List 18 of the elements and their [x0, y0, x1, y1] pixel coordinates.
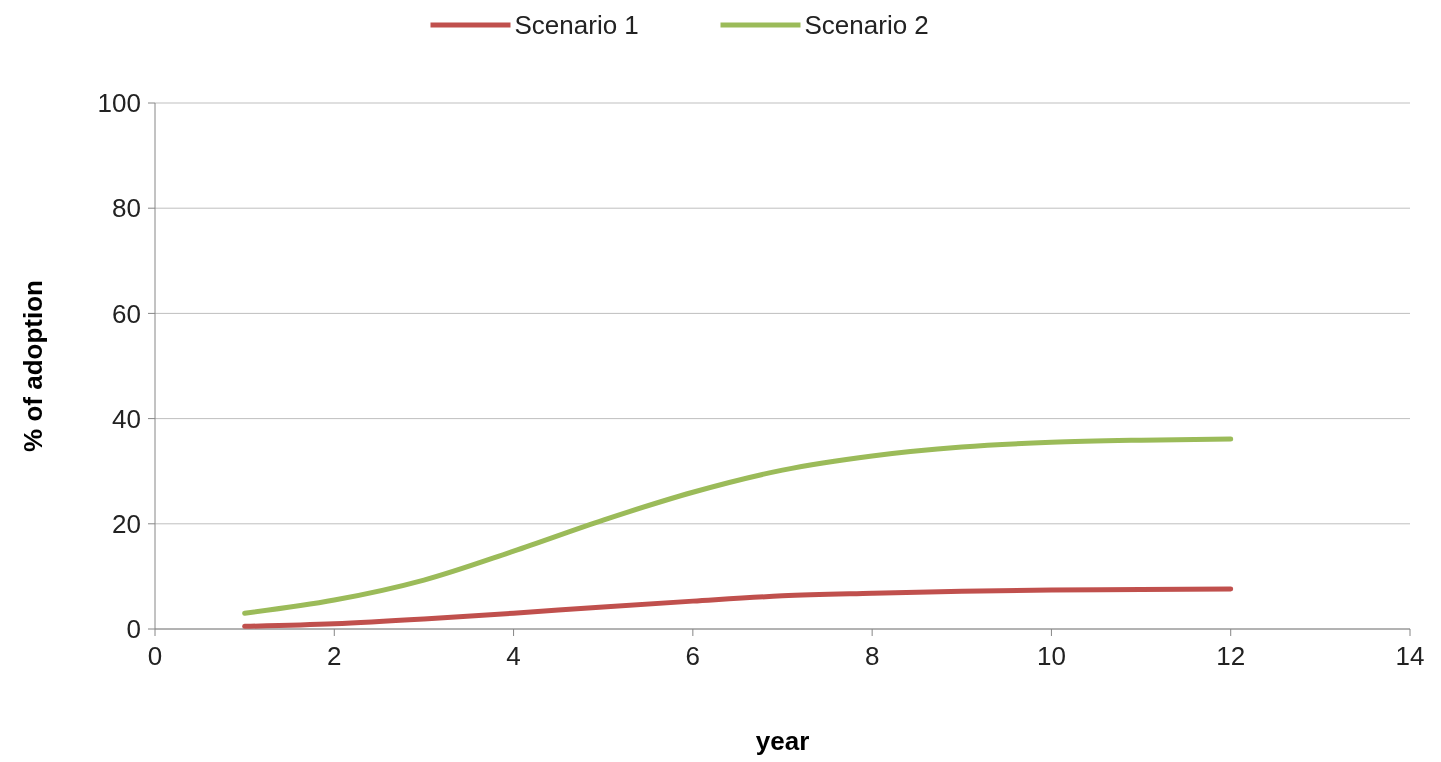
y-tick-label: 20 [112, 508, 141, 539]
y-tick-label: 40 [112, 403, 141, 434]
y-axis-title: % of adoption [18, 280, 48, 452]
y-tick-label: 100 [97, 88, 141, 119]
y-tick-label: 60 [112, 298, 141, 329]
x-tick-label: 0 [147, 641, 163, 671]
x-axis-title: year [755, 726, 810, 756]
legend-label: Scenario 2 [804, 10, 929, 41]
x-tick-label: 6 [685, 641, 701, 671]
x-tick-label: 8 [864, 641, 880, 671]
x-tick-label: 14 [1395, 641, 1425, 671]
y-tick-label: 0 [126, 614, 141, 645]
x-tick-label: 12 [1216, 641, 1246, 671]
y-tick-label: 80 [112, 193, 141, 224]
legend-label: Scenario 1 [514, 10, 639, 41]
x-tick-label: 2 [327, 641, 342, 671]
x-tick-label: 10 [1036, 641, 1066, 671]
x-tick-label: 4 [506, 641, 521, 671]
